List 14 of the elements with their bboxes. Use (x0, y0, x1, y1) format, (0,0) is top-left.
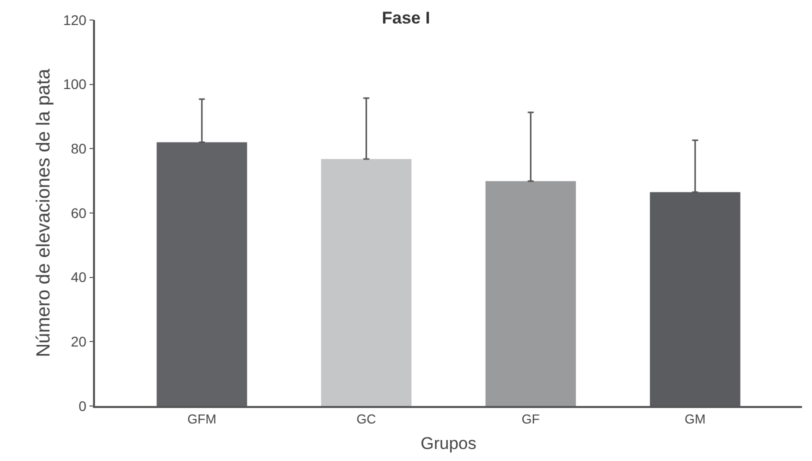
y-tick-label: 80 (70, 140, 87, 157)
chart-title: Fase I (382, 8, 430, 28)
x-tick-label: GFM (187, 411, 216, 426)
y-tick-label: 60 (70, 204, 87, 221)
x-tick-label: GF (522, 411, 540, 426)
y-tick-label: 0 (78, 398, 87, 414)
x-tick-label: GM (684, 411, 706, 426)
x-axis-title: Grupos (420, 434, 476, 454)
x-tick-label: GC (356, 411, 376, 426)
y-tick-label: 100 (63, 76, 87, 92)
y-tick-label: 120 (63, 12, 87, 28)
y-tick-label: 40 (70, 269, 87, 286)
y-axis-title: Número de elevaciones de la pata (33, 68, 54, 358)
y-tick-label: 20 (70, 334, 87, 350)
